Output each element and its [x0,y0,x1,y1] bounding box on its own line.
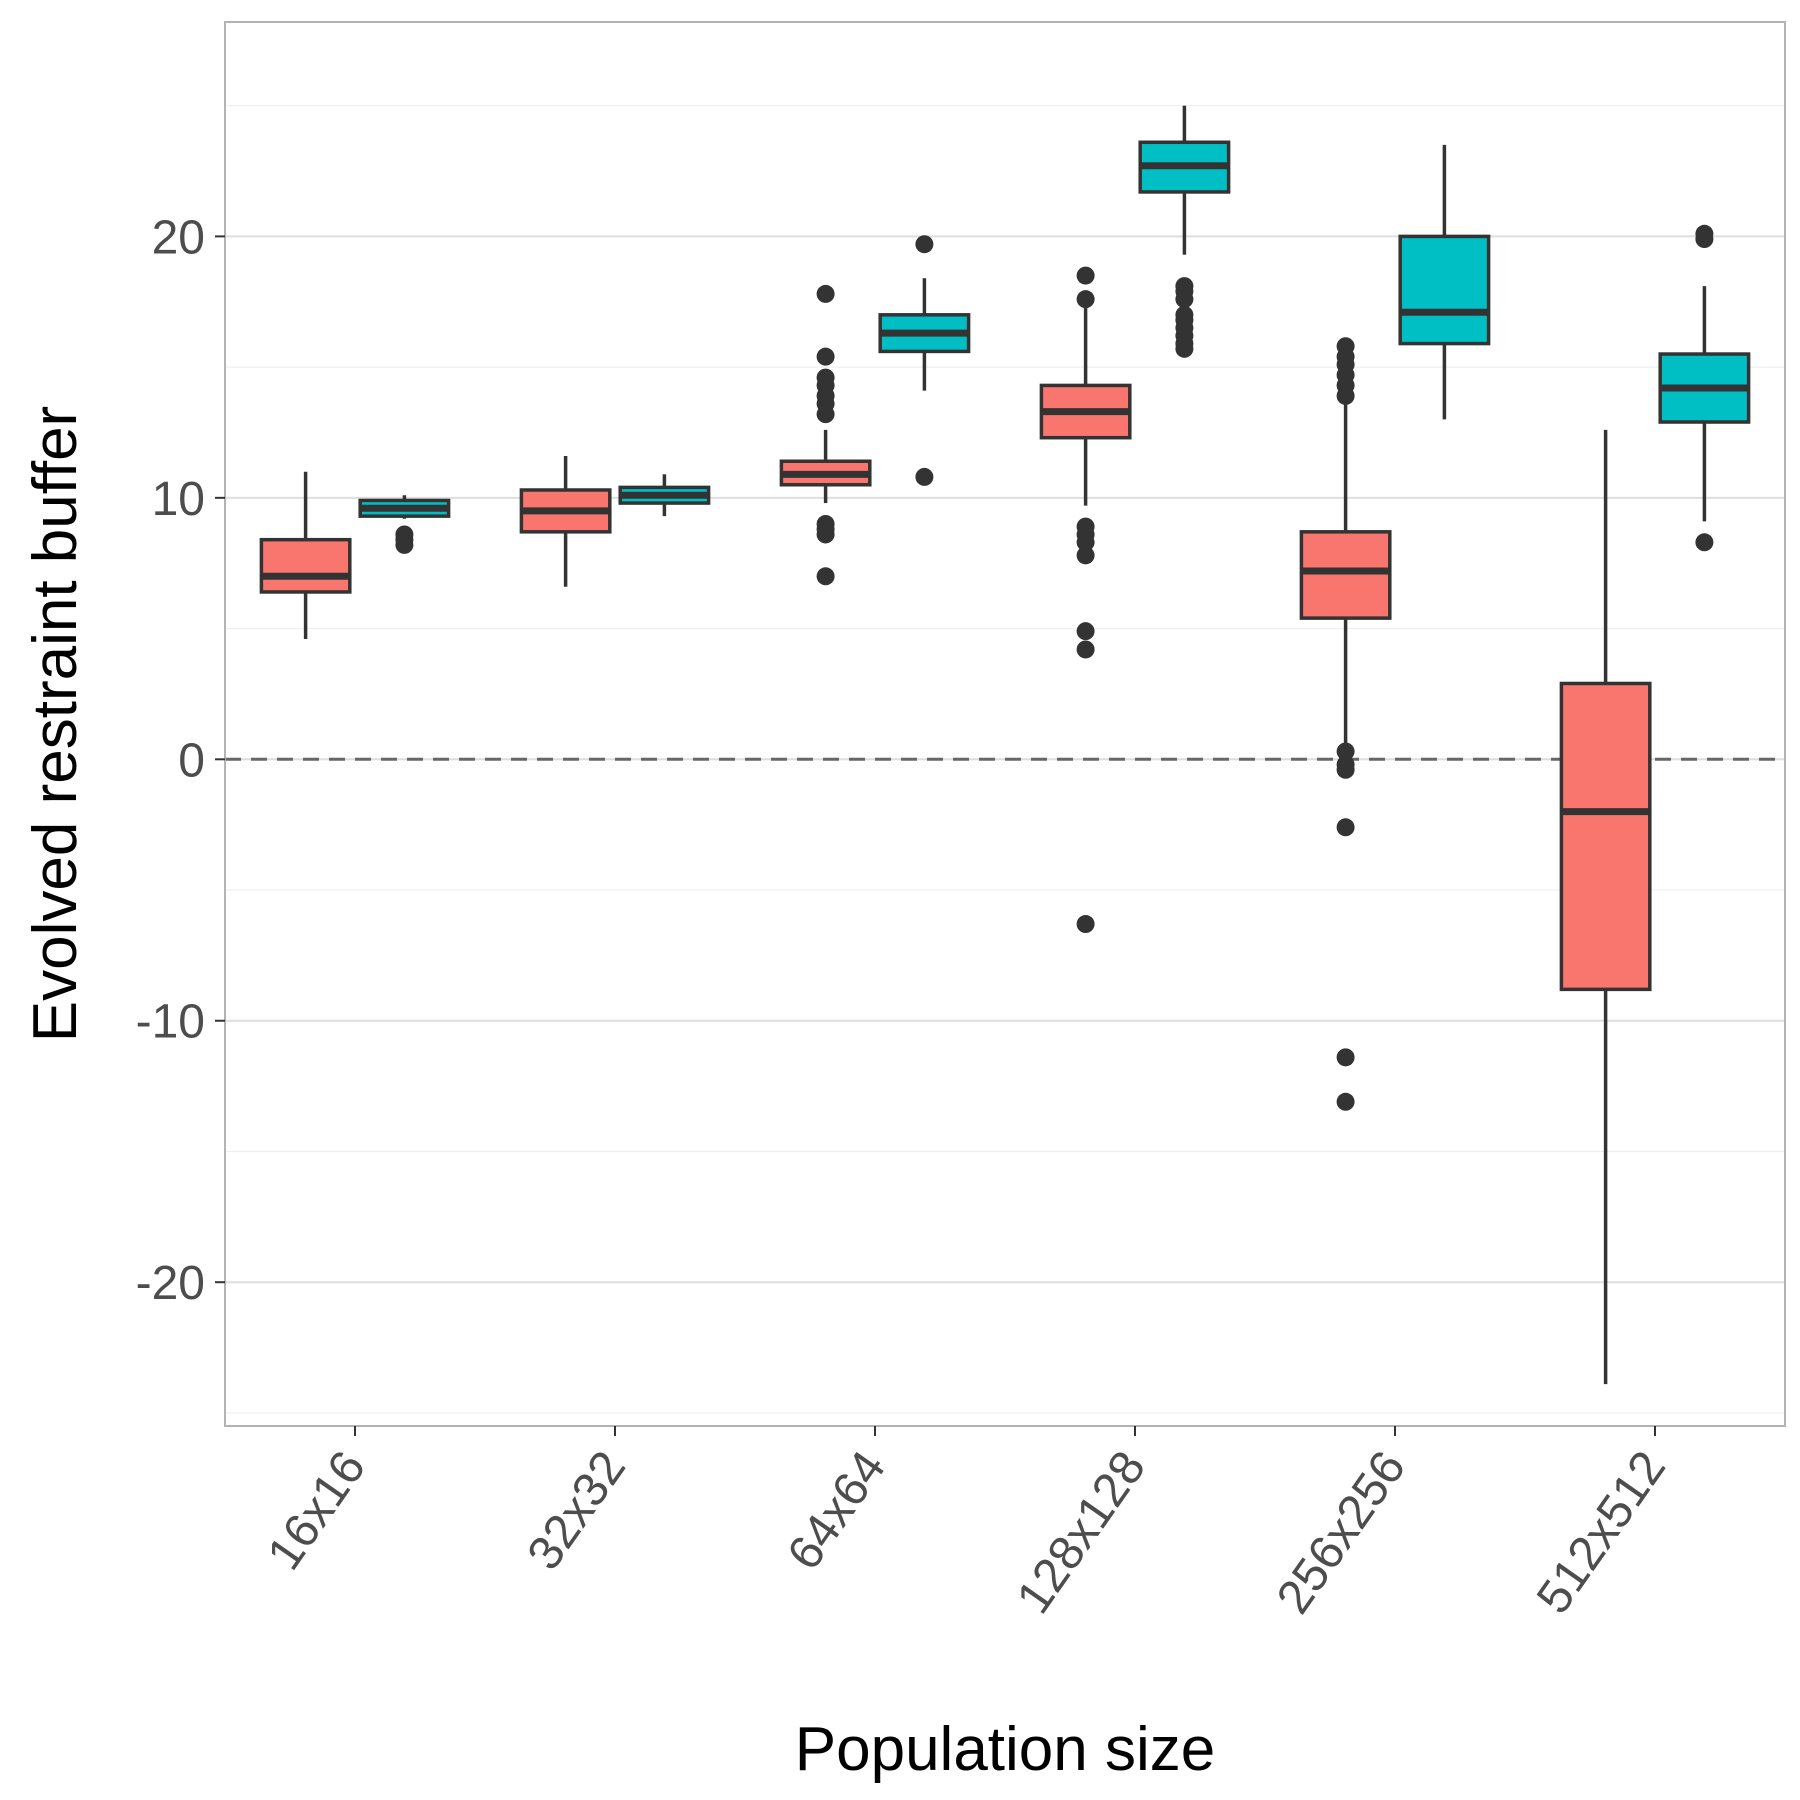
box-256x256-series-2 [1398,144,1491,420]
outlier-point [915,235,934,254]
outlier-point [1336,386,1355,405]
box-iqr [1559,681,1652,992]
box-iqr [1398,234,1491,346]
outlier-point [1076,546,1095,565]
y-tick-label: 0 [178,734,205,787]
x-axis-title: Population size [795,1715,1216,1784]
box-iqr [1299,530,1392,620]
box-128x128-series-1 [1039,266,1132,934]
box-512x512-series-2 [1658,224,1751,552]
box-128x128-series-2 [1138,105,1231,358]
outlier-point [1695,533,1714,552]
outlier-point [816,284,835,303]
outlier-point [816,347,835,366]
outlier-point [816,525,835,544]
outlier-point [1336,818,1355,837]
box-32x32-series-2 [618,474,711,517]
outlier-point [1175,339,1194,358]
outlier-point [1076,290,1095,309]
box-series [259,105,1751,1385]
box-32x32-series-1 [519,456,612,587]
outlier-point [1076,622,1095,641]
y-axis: -20 -10 0 10 20 [136,211,225,1310]
box-16x16-series-2 [358,495,451,554]
outlier-point [1076,533,1095,552]
box-16x16-series-1 [259,471,352,640]
box-512x512-series-1 [1559,429,1652,1385]
outlier-point [1336,742,1355,761]
plot-panel-border [224,21,1786,1427]
box-iqr [259,537,352,594]
y-tick-label: -10 [136,996,205,1049]
outlier-point [1336,1048,1355,1067]
outlier-point [1695,230,1714,249]
outlier-point [816,567,835,586]
outlier-point [1076,915,1095,934]
outlier-point [1076,640,1095,659]
outlier-point [395,535,414,554]
outlier-point [1336,1092,1355,1111]
y-axis-title: Evolved restraint buffer [21,406,90,1042]
box-256x256-series-1 [1299,337,1392,1111]
box-64x64-series-2 [878,235,971,486]
outlier-point [915,467,934,486]
box-64x64-series-1 [779,284,872,586]
y-tick-label: 10 [152,473,205,526]
outlier-point [1336,760,1355,779]
outlier-point [1076,266,1095,285]
y-tick-label: -20 [136,1257,205,1310]
y-tick-label: 20 [152,211,205,264]
outlier-point [1175,290,1194,309]
outlier-point [816,405,835,424]
